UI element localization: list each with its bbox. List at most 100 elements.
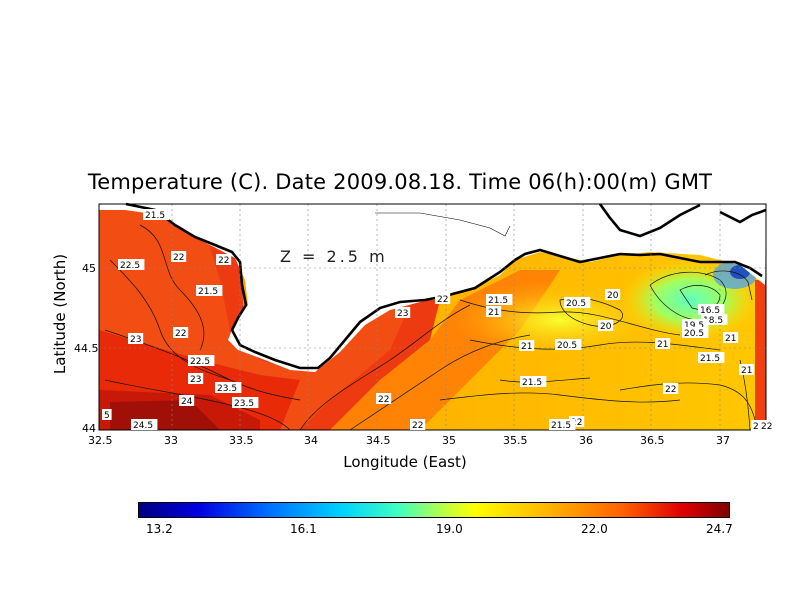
contour-label-bg (435, 293, 451, 304)
contour-label: 21 (741, 366, 752, 376)
contour-label-bg (520, 376, 547, 387)
x-tick-label: 35.5 (503, 434, 528, 447)
contour-label: 20 (607, 291, 619, 301)
colorbar-label: 13.2 (146, 522, 173, 536)
contour-label: 22.5 (190, 357, 210, 367)
contour-label-bg (701, 314, 728, 325)
contour-label-bg (376, 393, 392, 404)
contour-label: 24 (181, 397, 193, 407)
contour-label: 20.5 (566, 299, 586, 309)
contour-label: 22 (437, 295, 448, 305)
contour-label: 23 (190, 375, 201, 385)
contour-label-bg (179, 395, 195, 406)
contour-label: 21.5 (700, 354, 720, 364)
contour-label: 23.5 (234, 399, 254, 409)
contour-label: 18.5 (703, 316, 723, 326)
colorbar-label: 24.7 (706, 522, 733, 536)
contour-label: 20.5 (684, 329, 704, 339)
contour-label: 19.5 (684, 321, 704, 331)
map-title: Temperature (C). Date 2009.08.18. Time 0… (87, 170, 713, 194)
contour-label-bg (682, 327, 709, 338)
contour-label: 22 (412, 421, 423, 431)
x-tick-label: 34 (304, 434, 318, 447)
contour-label: 23.5 (217, 384, 237, 394)
contour-label: 22 (378, 395, 389, 405)
contour-label-bg (605, 289, 621, 300)
depth-label: Z = 2.5 m (280, 247, 388, 266)
contour-label-bg (216, 254, 232, 265)
contour-label-bg (723, 332, 739, 343)
contour-label-bg (739, 364, 755, 375)
contour-label-bg (663, 383, 679, 394)
contour-lines (104, 224, 756, 431)
x-tick-label: 34.5 (366, 434, 391, 447)
contour-label: 20 (600, 322, 612, 332)
contour-label: 21.5 (551, 421, 571, 431)
contour-label: 22 (218, 256, 229, 266)
contour-label-bg (143, 209, 170, 220)
contour-label-bg (410, 419, 426, 430)
contour-label-bg (171, 251, 187, 262)
contour-label-bg (118, 259, 145, 270)
y-axis-label: Latitude (North) (51, 253, 69, 375)
contour-label: 21.5 (488, 296, 508, 306)
contour-label-bg (128, 333, 144, 344)
contour-label: 21 (521, 342, 532, 352)
colorbar-label: 22.0 (581, 522, 608, 536)
x-tick-label: 32.5 (88, 434, 113, 447)
contour-label-bg (698, 352, 725, 363)
contour-label: 22 (761, 422, 772, 432)
contour-label: 21.5 (145, 211, 165, 221)
contour-label-bg (215, 382, 242, 393)
contour-label: 23 (130, 335, 141, 345)
x-tick-label: 33.5 (229, 434, 254, 447)
contour-label-bg (102, 409, 112, 420)
contour-label: 21 (725, 334, 736, 344)
x-tick-label: 36.5 (640, 434, 665, 447)
contour-label: 23 (397, 309, 408, 319)
contour-label: 16.5 (700, 306, 720, 316)
y-tick-label: 45 (82, 262, 96, 275)
contour-label: 22.5 (120, 261, 140, 271)
contour-label: 22 (173, 253, 184, 263)
contour-label: 20.5 (557, 341, 577, 351)
contour-label: 21 (488, 308, 499, 318)
contour-label-bg (196, 285, 223, 296)
contour-label-bg (486, 306, 502, 317)
contour-label-bg (569, 416, 585, 427)
x-axis-label: Longitude (East) (343, 453, 467, 471)
contour-label-bg (682, 319, 709, 330)
grid-lines (99, 204, 766, 430)
colorbar (138, 502, 730, 518)
contour-label-bg (173, 327, 189, 338)
contour-label-bg (655, 338, 671, 349)
contour-label-bg (698, 304, 725, 315)
contour-label-bg (598, 320, 614, 331)
contour-label: 22 (665, 385, 676, 395)
y-tick-label: 44.5 (74, 342, 99, 355)
contour-label-bg (549, 419, 576, 430)
contour-label-bg (564, 297, 591, 308)
colorbar-label: 19.0 (436, 522, 463, 536)
contour-label: 5 (104, 411, 110, 421)
contour-label: 21.5 (198, 287, 218, 297)
contour-label-group: 21.5 22.5 22 22 21.5 23 22 22.5 23 23.5 24 23.5 24.5… (102, 209, 778, 432)
contour-label: 24.5 (133, 421, 153, 431)
contour-label-bg (395, 307, 411, 318)
contour-label: 21.5 (522, 378, 542, 388)
contour-label-bg (131, 419, 158, 430)
contour-label-bg (188, 373, 204, 384)
x-tick-label: 36 (579, 434, 593, 447)
contour-label-bg (555, 339, 582, 350)
x-tick-label: 37 (716, 434, 730, 447)
colorbar-label: 16.1 (290, 522, 317, 536)
contour-label-bg (486, 294, 513, 305)
contour-label: 21 (657, 340, 668, 350)
contour-label: 22 (175, 329, 186, 339)
contour-label-bg (232, 397, 259, 408)
y-tick-label: 44 (82, 422, 96, 435)
contour-label-bg (759, 420, 775, 431)
land-mask (99, 202, 767, 372)
x-tick-label: 33 (164, 434, 178, 447)
